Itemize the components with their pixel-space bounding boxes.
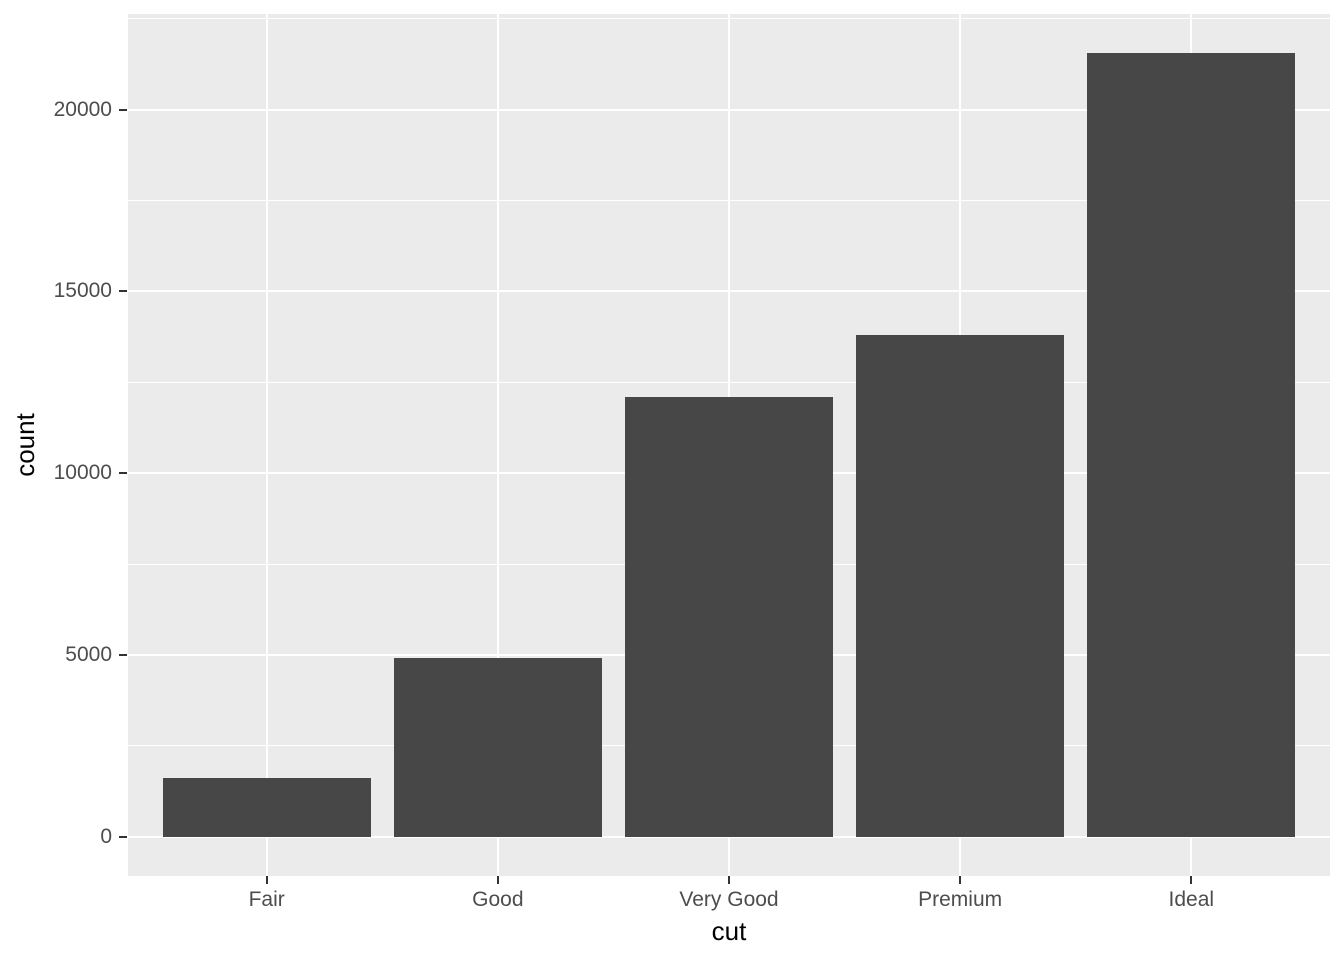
vertical-gridline (265, 14, 268, 876)
x-tick-label-very-good: Very Good (679, 888, 779, 911)
bar-good (393, 658, 602, 837)
y-axis-title-text: count (10, 413, 40, 477)
bar-fair (162, 778, 371, 837)
y-tick-label: 15000 (53, 279, 112, 303)
y-axis-title: count (10, 413, 41, 477)
y-tick-label: 20000 (53, 97, 112, 121)
y-tick-label: 10000 (53, 461, 112, 485)
x-tick-label-premium: Premium (918, 888, 1003, 911)
y-tick-mark (119, 835, 127, 838)
x-tick-mark (265, 876, 268, 884)
x-tick-label-ideal: Ideal (1168, 888, 1215, 911)
bar-very-good (624, 397, 833, 837)
plot-panel (128, 14, 1330, 876)
bar-ideal (1087, 53, 1296, 837)
y-tick-mark (119, 472, 127, 475)
y-tick-mark (119, 290, 127, 293)
x-tick-label-fair: Fair (248, 888, 285, 911)
x-tick-mark (1190, 876, 1193, 884)
x-tick-label-good: Good (472, 888, 524, 911)
y-tick-label: 0 (100, 824, 112, 848)
x-axis-title: cut (711, 916, 747, 946)
x-tick-mark (496, 876, 499, 884)
vertical-gridline (496, 14, 499, 876)
y-tick-mark (119, 654, 127, 656)
bar-premium (856, 335, 1065, 837)
y-tick-label: 5000 (65, 643, 112, 666)
y-tick-mark (119, 108, 127, 111)
x-tick-mark (959, 876, 962, 884)
x-tick-mark (728, 876, 730, 884)
